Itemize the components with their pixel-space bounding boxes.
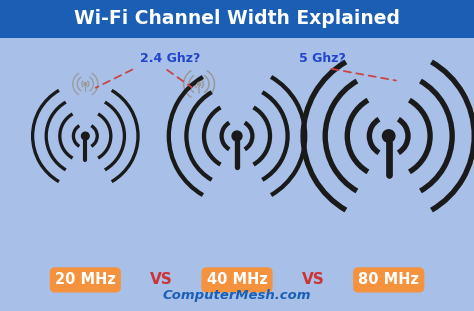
Text: VS: VS — [301, 272, 324, 287]
FancyBboxPatch shape — [0, 0, 474, 38]
Text: ComputerMesh.com: ComputerMesh.com — [163, 289, 311, 302]
Text: 40 MHz: 40 MHz — [207, 272, 267, 287]
Circle shape — [82, 132, 89, 140]
Circle shape — [232, 131, 242, 141]
Circle shape — [84, 83, 87, 85]
Text: Wi-Fi Channel Width Explained: Wi-Fi Channel Width Explained — [74, 10, 400, 29]
Text: 5 Ghz?: 5 Ghz? — [299, 52, 346, 65]
Text: VS: VS — [150, 272, 173, 287]
Text: 2.4 Ghz?: 2.4 Ghz? — [140, 52, 200, 65]
Text: 20 MHz: 20 MHz — [55, 272, 116, 287]
Text: 80 MHz: 80 MHz — [358, 272, 419, 287]
Circle shape — [198, 82, 201, 86]
Circle shape — [383, 130, 395, 142]
